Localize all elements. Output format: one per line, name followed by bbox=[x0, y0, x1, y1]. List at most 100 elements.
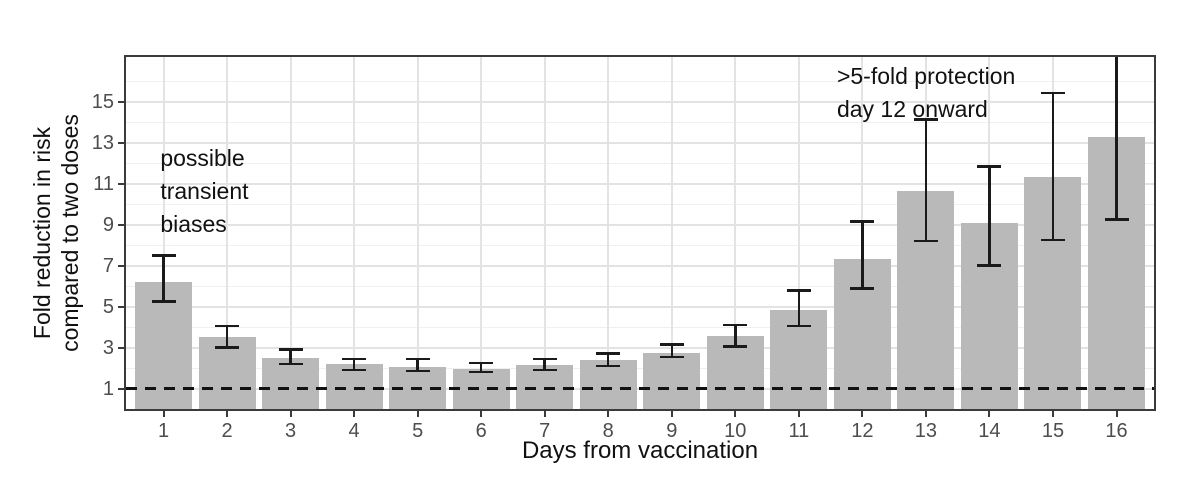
error-bar-cap-high bbox=[1040, 91, 1065, 95]
error-bar-cap-high bbox=[913, 118, 938, 121]
x-tick-mark bbox=[861, 411, 864, 417]
error-bar-cap-high bbox=[405, 357, 430, 361]
error-bar-day-9 bbox=[670, 344, 674, 357]
x-tick-mark bbox=[543, 411, 546, 417]
error-bar-day-2 bbox=[225, 326, 229, 348]
gridline-minor-h bbox=[126, 121, 1154, 123]
bar-day-2 bbox=[198, 337, 256, 409]
bar-day-10 bbox=[706, 336, 764, 409]
gridline-major-v bbox=[416, 57, 419, 409]
x-tick-label: 3 bbox=[285, 420, 297, 442]
error-bar-day-3 bbox=[289, 349, 292, 364]
plot-panel: possible transient biases >5-fold protec… bbox=[124, 55, 1156, 411]
annotation-line: transient bbox=[160, 177, 249, 204]
error-bar-day-7 bbox=[543, 358, 546, 371]
gridline-minor-h bbox=[126, 81, 1154, 83]
bar-day-4 bbox=[325, 363, 383, 409]
y-tick-label: 13 bbox=[91, 131, 114, 154]
error-bar-cap-low bbox=[786, 324, 811, 328]
x-tick-label: 14 bbox=[978, 420, 1001, 442]
x-tick-label: 10 bbox=[724, 420, 747, 442]
error-bar-day-1 bbox=[162, 255, 165, 302]
gridline-major-h bbox=[126, 223, 1154, 226]
error-bar-day-16 bbox=[1115, 57, 1118, 220]
gridline-major-h bbox=[126, 305, 1154, 308]
gridline-minor-h bbox=[126, 285, 1154, 287]
gridline-major-v bbox=[670, 57, 673, 409]
y-tick-label: 7 bbox=[102, 254, 114, 277]
gridline-minor-h bbox=[126, 244, 1154, 246]
x-tick-mark bbox=[988, 411, 991, 417]
annotation-protection-day12: >5-fold protection day 12 onward bbox=[837, 60, 1015, 126]
error-bar-cap-high bbox=[469, 361, 494, 365]
x-tick-mark bbox=[353, 411, 356, 417]
gridline-major-h bbox=[126, 141, 1154, 144]
y-tick-label: 15 bbox=[91, 91, 114, 114]
x-tick-mark bbox=[162, 411, 165, 417]
x-tick-label: 15 bbox=[1041, 420, 1065, 442]
y-tick-mark bbox=[118, 141, 124, 144]
gridline-major-v bbox=[226, 57, 229, 409]
x-tick-label: 1 bbox=[157, 420, 170, 442]
error-bar-cap-low bbox=[215, 346, 240, 349]
error-bar-cap-low bbox=[659, 355, 684, 359]
x-tick-label: 6 bbox=[475, 420, 487, 442]
y-tick-mark bbox=[118, 305, 124, 308]
error-bar-cap-high bbox=[342, 357, 367, 361]
error-bar-cap-high bbox=[723, 323, 748, 327]
bar-day-3 bbox=[262, 357, 320, 409]
error-bar-day-6 bbox=[479, 362, 483, 373]
error-bar-cap-low bbox=[977, 264, 1002, 267]
error-bar-cap-low bbox=[469, 370, 494, 374]
error-bar-cap-high bbox=[532, 357, 557, 361]
x-tick-mark bbox=[670, 411, 673, 417]
error-bar-cap-high bbox=[215, 324, 240, 328]
x-tick-mark bbox=[480, 411, 483, 417]
y-tick-label: 9 bbox=[102, 213, 114, 236]
gridline-minor-h bbox=[126, 162, 1154, 164]
error-bar-cap-high bbox=[786, 289, 811, 292]
x-tick-mark bbox=[797, 411, 800, 417]
error-bar-day-5 bbox=[416, 358, 419, 372]
x-tick-mark bbox=[1115, 411, 1118, 417]
error-bar-day-4 bbox=[352, 358, 356, 371]
x-tick-label: 11 bbox=[788, 420, 810, 442]
error-bar-cap-high bbox=[278, 348, 303, 351]
gridline-major-v bbox=[734, 57, 737, 409]
bar-day-8 bbox=[579, 359, 637, 409]
error-bar-day-12 bbox=[861, 221, 864, 289]
gridline-major-v bbox=[353, 57, 356, 409]
gridline-major-v bbox=[289, 57, 292, 409]
x-tick-mark bbox=[226, 411, 229, 417]
x-tick-label: 2 bbox=[221, 420, 233, 442]
error-bar-cap-low bbox=[913, 239, 938, 243]
y-tick-mark bbox=[118, 264, 124, 267]
x-tick-label: 12 bbox=[851, 420, 874, 442]
bar-day-9 bbox=[643, 352, 701, 409]
error-bar-day-13 bbox=[924, 119, 928, 242]
error-bar-day-8 bbox=[606, 353, 610, 366]
y-tick-label: 3 bbox=[102, 336, 114, 359]
gridline-minor-h bbox=[126, 367, 1154, 369]
x-tick-mark bbox=[924, 411, 927, 417]
x-tick-label: 13 bbox=[914, 420, 938, 442]
x-tick-mark bbox=[289, 411, 292, 417]
gridline-major-h bbox=[126, 264, 1154, 267]
error-bar-cap-high bbox=[596, 352, 621, 355]
error-bar-cap-high bbox=[850, 220, 875, 223]
error-bar-cap-high bbox=[659, 343, 684, 346]
gridline-minor-h bbox=[126, 326, 1154, 328]
y-tick-mark bbox=[118, 346, 124, 349]
annotation-line: >5-fold protection bbox=[836, 63, 1016, 90]
x-tick-mark bbox=[1051, 411, 1054, 417]
error-bar-cap-high bbox=[977, 165, 1002, 168]
gridline-minor-h bbox=[126, 203, 1154, 205]
x-tick-label: 5 bbox=[412, 420, 424, 442]
gridline-major-v bbox=[797, 57, 800, 409]
x-tick-label: 4 bbox=[348, 420, 360, 442]
y-tick-mark bbox=[118, 223, 124, 226]
reference-line-one-fold bbox=[126, 387, 1154, 391]
error-bar-cap-low bbox=[532, 368, 557, 372]
x-tick-mark bbox=[607, 411, 610, 417]
